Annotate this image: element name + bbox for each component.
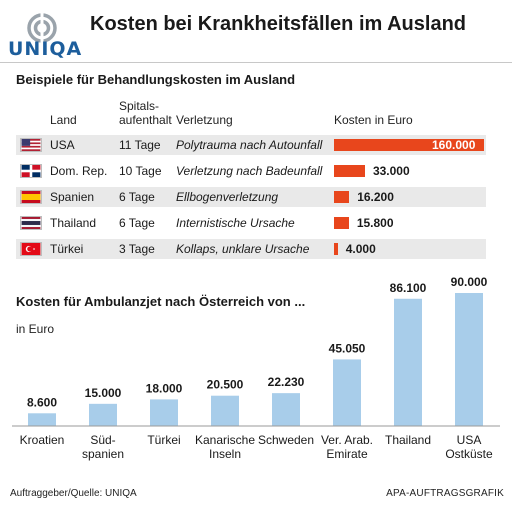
stay-cell: 6 Tage bbox=[119, 190, 155, 204]
category-label: Kroatien bbox=[20, 433, 65, 447]
col-header-country: Land bbox=[50, 113, 77, 127]
country-cell: Türkei bbox=[50, 242, 84, 256]
source-note: Auftraggeber/Quelle: UNIQA bbox=[10, 488, 137, 499]
injury-cell: Polytrauma nach Autounfall bbox=[176, 138, 323, 152]
chart-bar bbox=[211, 395, 239, 426]
thailand-flag-icon bbox=[20, 216, 42, 230]
cost-bar bbox=[334, 243, 338, 255]
country-cell: Spanien bbox=[50, 190, 95, 204]
col-header-injury: Verletzung bbox=[176, 113, 233, 127]
country-cell: Thailand bbox=[50, 216, 97, 230]
chart-bar bbox=[28, 413, 56, 426]
chart-bar bbox=[394, 298, 422, 426]
bar-value-label: 8.600 bbox=[27, 395, 57, 409]
cost-value: 160.000 bbox=[432, 138, 476, 152]
bar-value-label: 15.000 bbox=[85, 386, 122, 400]
category-label: Kanarische Inseln bbox=[195, 433, 255, 461]
table-row: Dom. Rep. 10 Tage Verletzung nach Badeun… bbox=[16, 161, 486, 181]
cost-bar bbox=[334, 191, 350, 203]
table-row: Thailand 6 Tage Internistische Ursache 1… bbox=[16, 213, 486, 233]
bar-value-label: 86.100 bbox=[390, 281, 427, 295]
treatment-section-title: Beispiele für Behandlungskosten im Ausla… bbox=[16, 72, 296, 87]
chart-title: Kosten für Ambulanzjet nach Österreich v… bbox=[16, 294, 306, 309]
injury-cell: Kollaps, unklare Ursache bbox=[176, 242, 310, 256]
table-row: USA 11 Tage Polytrauma nach Autounfall 1… bbox=[16, 135, 486, 155]
uniqa-logo-icon bbox=[27, 12, 57, 44]
injury-cell: Internistische Ursache bbox=[176, 216, 295, 230]
cost-bar bbox=[334, 217, 349, 229]
injury-cell: Ellbogenverletzung bbox=[176, 190, 279, 204]
turkey-flag-icon bbox=[20, 242, 42, 256]
chart-bar bbox=[89, 403, 117, 426]
injury-cell: Verletzung nach Badeunfall bbox=[176, 164, 323, 178]
col-header-stay: Spitals- aufenthalt bbox=[119, 99, 172, 127]
bar-value-label: 45.050 bbox=[329, 341, 366, 355]
col-header-cost: Kosten in Euro bbox=[334, 113, 413, 127]
stay-cell: 6 Tage bbox=[119, 216, 155, 230]
cost-value: 33.000 bbox=[372, 164, 410, 178]
logo-text: UNIQA bbox=[8, 38, 83, 60]
country-cell: USA bbox=[50, 138, 75, 152]
spain-flag-icon bbox=[20, 190, 42, 204]
cost-value: 15.800 bbox=[356, 216, 394, 230]
bar-value-label: 22.230 bbox=[268, 375, 305, 389]
bar-value-label: 20.500 bbox=[207, 378, 244, 392]
table-row: Türkei 3 Tage Kollaps, unklare Ursache 4… bbox=[16, 239, 486, 259]
category-label: Türkei bbox=[147, 433, 180, 447]
stay-cell: 3 Tage bbox=[119, 242, 155, 256]
category-label: Schweden bbox=[258, 433, 314, 447]
header-divider bbox=[0, 62, 512, 63]
cost-value: 16.200 bbox=[357, 190, 394, 204]
category-label: USA Ostküste bbox=[445, 433, 493, 461]
dominican-republic-flag-icon bbox=[20, 164, 42, 178]
chart-bar bbox=[333, 359, 361, 426]
bar-value-label: 18.000 bbox=[146, 381, 183, 395]
stay-cell: 11 Tage bbox=[119, 138, 161, 152]
agency-credit: APA-AUFTRAGSGRAFIK bbox=[386, 488, 504, 499]
bar-value-label: 90.000 bbox=[451, 275, 488, 289]
stay-cell: 10 Tage bbox=[119, 164, 162, 178]
category-label: Süd-spanien bbox=[82, 433, 124, 461]
chart-bar bbox=[455, 293, 483, 426]
cost-value: 4.000 bbox=[345, 242, 376, 256]
category-label: Thailand bbox=[385, 433, 431, 447]
country-cell: Dom. Rep. bbox=[50, 164, 108, 178]
cost-bar bbox=[334, 139, 484, 151]
chart-bar bbox=[272, 393, 300, 426]
chart-unit-label: in Euro bbox=[16, 322, 55, 336]
cost-bar bbox=[334, 165, 365, 177]
page-title: Kosten bei Krankheitsfällen im Ausland bbox=[90, 13, 467, 35]
category-label: Ver. Arab. Emirate bbox=[321, 433, 373, 461]
chart-bar bbox=[150, 399, 178, 426]
usa-flag-icon bbox=[20, 138, 42, 152]
table-row: Spanien 6 Tage Ellbogenverletzung 16.200 bbox=[16, 187, 486, 207]
